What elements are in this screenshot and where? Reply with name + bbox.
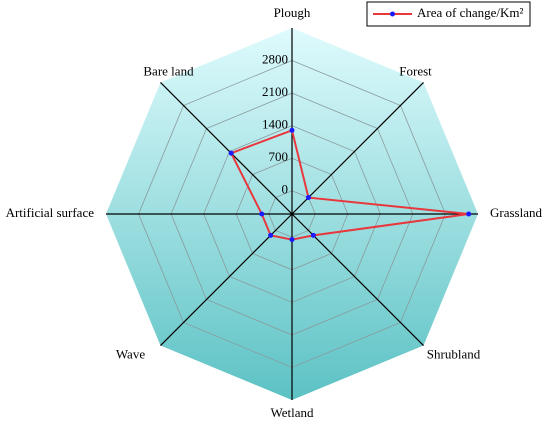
- radial-tick-label: 1400: [262, 117, 288, 132]
- category-label: Grassland: [490, 205, 542, 220]
- data-point: [228, 150, 234, 156]
- radial-tick-label: 700: [269, 149, 289, 164]
- data-point: [289, 237, 295, 243]
- category-label: Artificial surface: [6, 205, 95, 220]
- category-label: Shrubland: [427, 347, 481, 362]
- legend: Area of change/Km²: [366, 1, 531, 27]
- data-point: [289, 127, 295, 133]
- data-point: [268, 232, 274, 238]
- radial-tick-label: 2100: [262, 84, 288, 99]
- data-point: [259, 211, 265, 217]
- spoke: [291, 82, 424, 215]
- category-label: Forest: [399, 63, 432, 78]
- data-point: [466, 211, 472, 217]
- category-label: Plough: [274, 5, 311, 20]
- category-label: Wetland: [271, 405, 314, 420]
- radial-tick-label: 2800: [262, 52, 288, 67]
- legend-label: Area of change/Km²: [417, 5, 524, 20]
- legend-marker: [390, 11, 395, 17]
- data-point: [310, 232, 316, 238]
- radial-tick-label: 0: [282, 182, 289, 197]
- data-point: [305, 195, 311, 201]
- spoke: [160, 82, 293, 215]
- category-label: Wave: [116, 347, 145, 362]
- category-label: Bare land: [143, 63, 194, 78]
